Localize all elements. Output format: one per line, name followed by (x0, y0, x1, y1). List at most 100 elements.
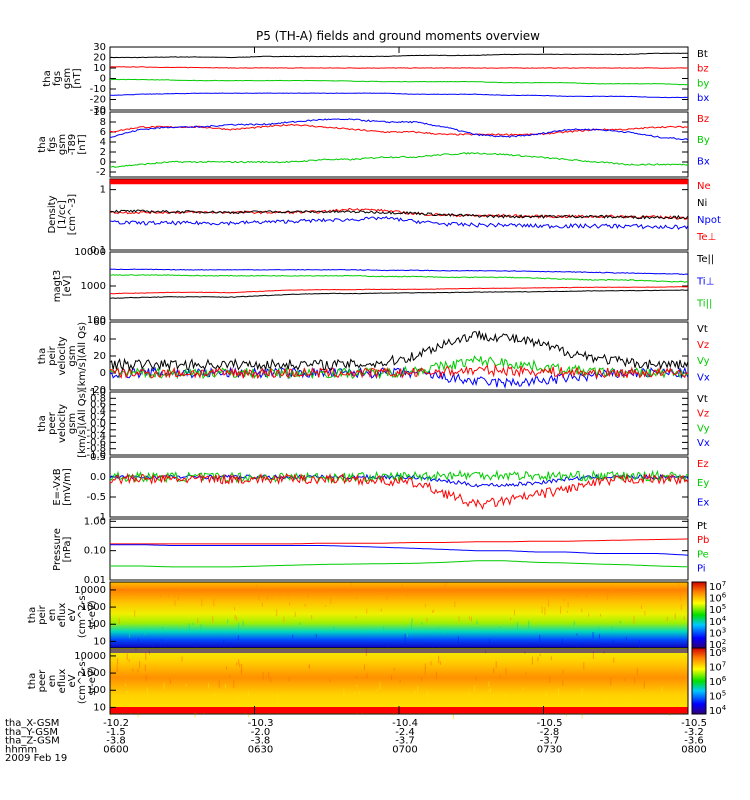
legend-entry: Ti⊥ (696, 276, 714, 287)
panel-efield: E=-VxB[mV/m] 0.5 0.0 -0.5 -1 Ez Ey Ex (52, 452, 709, 523)
ephemeris-label: tha_X-GSM (5, 718, 59, 729)
heatmap-cell (366, 608, 368, 614)
heatmap-cell (380, 608, 382, 612)
y-tick-label: 10 (93, 636, 106, 647)
heatmap-cell (549, 676, 551, 684)
colorbar-exp: 7 (722, 580, 726, 588)
y-tick-label: -0.6 (86, 437, 106, 448)
panel-ylabel: E=-VxB[mV/m] (52, 468, 73, 506)
heatmap-cell (241, 663, 243, 672)
heatmap-cell (381, 588, 383, 595)
y-tick-label: 4 (100, 137, 106, 148)
heatmap-cell (237, 697, 239, 701)
heatmap-cell (343, 688, 345, 696)
heatmap-cell (495, 661, 497, 669)
y-tick-label: 20 (93, 351, 106, 362)
heatmap-cell (539, 653, 541, 657)
heatmap-cell (573, 621, 575, 626)
ylabel-line: gsm (62, 68, 73, 89)
y-tick-label: 100 (87, 315, 106, 326)
heatmap-cell (311, 615, 313, 620)
heatmap-cell (426, 690, 428, 699)
y-tick-label: 2 (100, 147, 106, 158)
heatmap-cell (387, 643, 389, 648)
colorbar-exp: 7 (722, 661, 726, 669)
ylabel-line: en (47, 675, 58, 688)
panel-peir: thapeirvelocitygsm[km/s](All Qs) 60 40 20 0 -… (37, 317, 710, 396)
heatmap-cell (174, 590, 176, 598)
heatmap-cell (680, 604, 682, 610)
heatmap-cell (678, 583, 680, 588)
heatmap-cell (132, 668, 134, 672)
heatmap-cell (674, 613, 676, 620)
heatmap-cell (438, 643, 440, 650)
heatmap-cell (257, 588, 259, 593)
heatmap-cell (493, 668, 495, 674)
y-tick-label: 0.5 (90, 452, 106, 463)
heatmap-cell (134, 610, 136, 617)
y-tick-label: 1000 (81, 668, 106, 679)
ephemeris-value: -10.5 (537, 718, 563, 729)
heatmap-cell (236, 662, 238, 666)
heatmap-cell (145, 652, 147, 660)
heatmap-cell (560, 606, 562, 614)
y-tick-label: -1.0 (86, 450, 106, 461)
ephemeris-label: tha_Z-GSM (5, 736, 60, 747)
heatmap-cell (411, 618, 413, 623)
ephemeris-value: 0700 (392, 744, 417, 755)
ylabel-line: [km/s](All Qs) (77, 389, 88, 457)
heatmap-cell (592, 631, 594, 639)
y-tick-label: 10 (93, 702, 106, 713)
legend-entry: Vt (697, 394, 708, 405)
panel-frame (109, 518, 689, 581)
legend-entry: Vy (697, 423, 710, 434)
y-tick-label: 0 (100, 157, 106, 168)
panel-ylabel: thapeervelocitygsm[km/s](All Qs) (37, 389, 88, 457)
panel-temp: magt3[eV] 10000 1000 100 Te|| Ti⊥ Ti|| (52, 247, 714, 326)
heatmap-cell (633, 615, 635, 624)
heatmap-cell (194, 643, 196, 649)
heatmap-cell (522, 687, 524, 690)
ylabel-line: [nT] (77, 134, 88, 154)
heatmap-cell (529, 589, 531, 594)
legend-entry: Pt (697, 521, 707, 532)
colorbar-exp: 8 (722, 646, 726, 654)
heatmap-cell (480, 698, 482, 703)
heatmap-cell (424, 668, 426, 676)
heatmap-cell (181, 656, 183, 662)
panel-peer-eflux: thapeerenefluxeV(cm^2-s-sr-eV)1000010001… (27, 646, 727, 720)
heatmap-cell (266, 595, 268, 600)
series-line (109, 363, 688, 380)
ephemeris-label: hhmm (5, 744, 37, 755)
y-tick-label: -30 (90, 105, 106, 116)
heatmap-cell (227, 619, 229, 624)
heatmap-cell (192, 623, 194, 626)
ylabel-line: (cm^2-s- (77, 657, 88, 704)
heatmap-cell (258, 592, 260, 601)
y-tick-label: 0.1 (90, 245, 106, 256)
legend-entry: Bz (697, 114, 709, 125)
heatmap-cell (256, 584, 258, 589)
heatmap-field (110, 582, 688, 648)
heatmap-cell (289, 602, 291, 606)
ylabel-line: peer (37, 669, 48, 693)
colorbar (691, 647, 707, 715)
colorbar-base: 10 (709, 706, 722, 717)
heatmap-cell (424, 663, 426, 669)
y-tick-label: 8 (100, 117, 106, 128)
heatmap-cell (324, 604, 326, 607)
colorbar-base: 10 (709, 617, 722, 628)
colorbar-exp: 5 (722, 690, 726, 698)
heatmap-cell (438, 655, 440, 663)
heatmap-cell (319, 587, 321, 593)
ephemeris-label: tha_Y-GSM (5, 727, 58, 738)
heatmap-cell (592, 651, 594, 659)
ylabel-line: tha (42, 70, 53, 86)
y-tick-label: 40 (93, 334, 106, 345)
y-tick-label: 0 (100, 74, 106, 85)
heatmap-cell (292, 634, 294, 639)
colorbar-base: 10 (709, 640, 722, 651)
heatmap-cell (666, 616, 668, 622)
heatmap-cell (118, 618, 120, 625)
y-tick-label: -20 (90, 385, 106, 396)
